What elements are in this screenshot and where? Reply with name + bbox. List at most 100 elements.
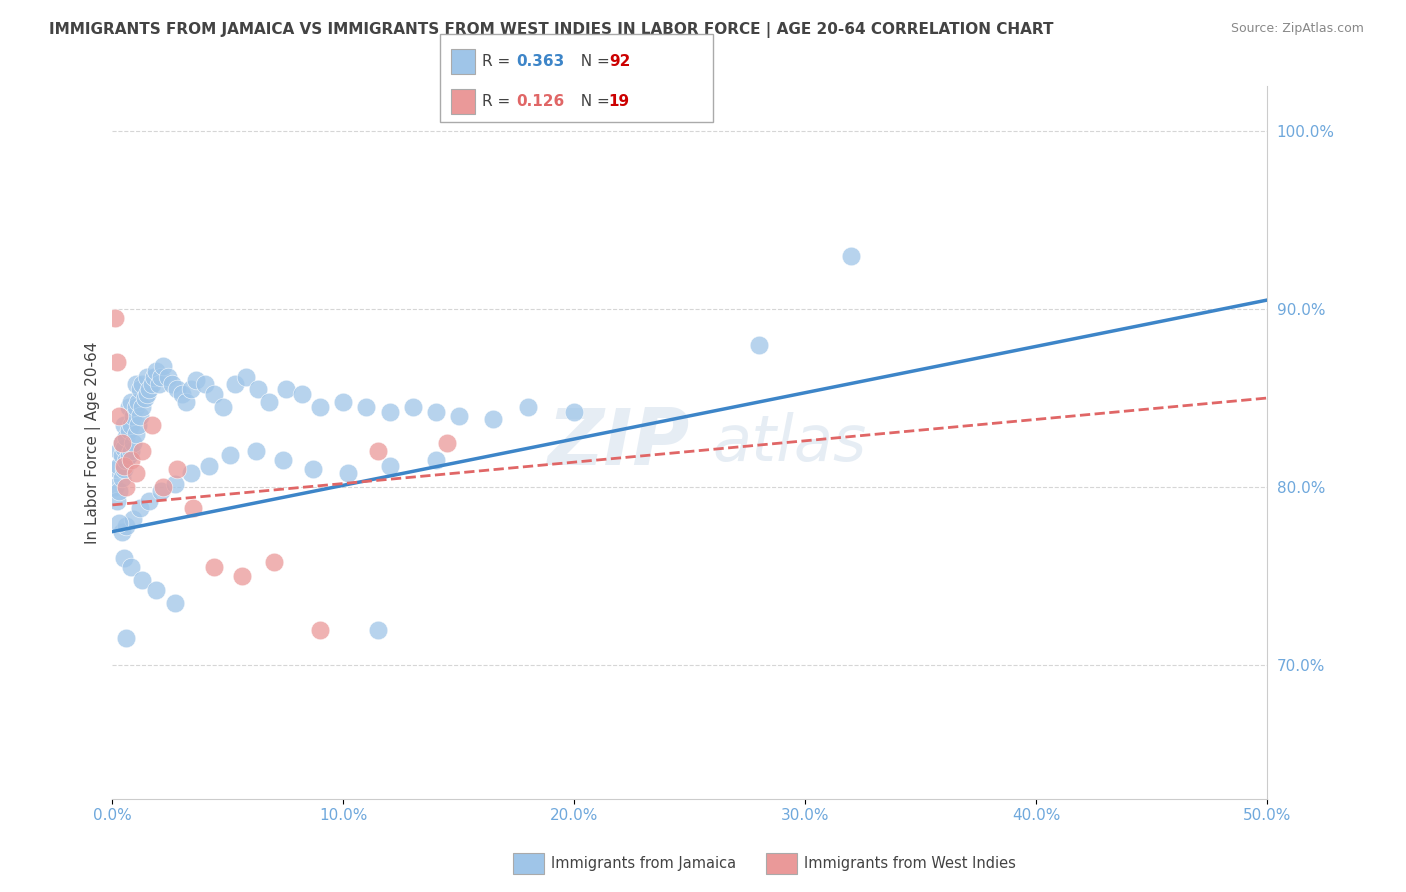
Point xyxy=(148,376,170,391)
Point xyxy=(111,435,134,450)
Point xyxy=(166,462,188,476)
Text: Immigrants from Jamaica: Immigrants from Jamaica xyxy=(551,856,737,871)
Point xyxy=(378,458,401,473)
Text: ZIP: ZIP xyxy=(547,405,690,481)
Point xyxy=(152,359,174,373)
Point xyxy=(112,441,135,455)
Point xyxy=(748,337,770,351)
Point xyxy=(425,453,447,467)
Point xyxy=(138,382,160,396)
Point xyxy=(108,458,131,473)
Point xyxy=(127,394,149,409)
Point xyxy=(309,400,332,414)
Point xyxy=(108,516,131,530)
Point xyxy=(180,466,202,480)
Point xyxy=(105,355,128,369)
Point xyxy=(105,462,128,476)
Point xyxy=(131,400,153,414)
Point xyxy=(170,387,193,401)
Point xyxy=(212,400,235,414)
Point xyxy=(104,310,127,325)
Point xyxy=(841,248,863,262)
Point xyxy=(115,519,138,533)
Point xyxy=(367,623,389,637)
Point xyxy=(115,480,138,494)
Point xyxy=(149,369,172,384)
Point xyxy=(122,435,145,450)
Point xyxy=(122,409,145,423)
Point xyxy=(152,480,174,494)
Point xyxy=(131,573,153,587)
Point xyxy=(332,394,354,409)
Point xyxy=(112,417,135,432)
Point xyxy=(111,435,134,450)
Point xyxy=(149,483,172,498)
Point xyxy=(562,405,585,419)
Point xyxy=(124,400,146,414)
Point xyxy=(145,583,167,598)
Point xyxy=(367,444,389,458)
Text: IMMIGRANTS FROM JAMAICA VS IMMIGRANTS FROM WEST INDIES IN LABOR FORCE | AGE 20-6: IMMIGRANTS FROM JAMAICA VS IMMIGRANTS FR… xyxy=(49,22,1053,38)
Point xyxy=(138,494,160,508)
Point xyxy=(162,376,184,391)
Point xyxy=(517,400,540,414)
Point xyxy=(291,387,314,401)
Point xyxy=(302,462,325,476)
Text: 0.363: 0.363 xyxy=(516,54,564,69)
Point xyxy=(356,400,378,414)
Point xyxy=(111,471,134,485)
Point xyxy=(129,501,152,516)
Text: N =: N = xyxy=(571,95,614,110)
Point xyxy=(117,423,139,437)
Point xyxy=(141,417,163,432)
Point xyxy=(115,430,138,444)
Point xyxy=(181,501,204,516)
Point xyxy=(263,555,285,569)
Point xyxy=(219,448,242,462)
Point xyxy=(120,444,142,458)
Point xyxy=(246,382,269,396)
Point xyxy=(176,394,198,409)
Point xyxy=(112,458,135,473)
Point xyxy=(245,444,267,458)
Point xyxy=(202,560,225,574)
Point xyxy=(129,382,152,396)
Point xyxy=(124,466,146,480)
Point xyxy=(259,394,281,409)
Point xyxy=(198,458,221,473)
Point xyxy=(117,448,139,462)
Point xyxy=(235,369,257,384)
Point xyxy=(104,480,127,494)
Point xyxy=(224,376,246,391)
Text: 92: 92 xyxy=(609,54,630,69)
Text: R =: R = xyxy=(482,95,516,110)
Text: Source: ZipAtlas.com: Source: ZipAtlas.com xyxy=(1230,22,1364,36)
Text: R =: R = xyxy=(482,54,516,69)
Point xyxy=(156,369,179,384)
Point xyxy=(112,462,135,476)
Point xyxy=(231,569,253,583)
Point xyxy=(134,391,156,405)
Point xyxy=(131,444,153,458)
Point xyxy=(271,453,294,467)
Point xyxy=(184,373,207,387)
Point xyxy=(112,551,135,566)
Point xyxy=(447,409,470,423)
Point xyxy=(141,376,163,391)
Point xyxy=(122,512,145,526)
Y-axis label: In Labor Force | Age 20-64: In Labor Force | Age 20-64 xyxy=(86,342,101,544)
Point xyxy=(163,476,186,491)
Point xyxy=(145,364,167,378)
Point xyxy=(482,412,505,426)
Point xyxy=(111,448,134,462)
Point xyxy=(202,387,225,401)
Point xyxy=(105,494,128,508)
Point xyxy=(120,453,142,467)
Point xyxy=(436,435,458,450)
Point xyxy=(136,387,159,401)
Point xyxy=(108,444,131,458)
Point xyxy=(115,453,138,467)
Text: 19: 19 xyxy=(609,95,630,110)
Point xyxy=(163,596,186,610)
Point xyxy=(127,417,149,432)
